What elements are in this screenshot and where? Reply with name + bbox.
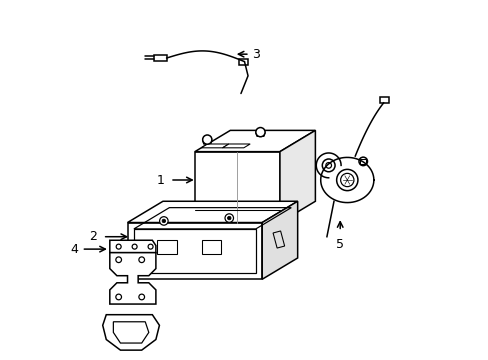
Polygon shape	[127, 201, 297, 222]
Polygon shape	[262, 201, 297, 279]
Polygon shape	[102, 315, 159, 350]
Bar	[272, 231, 284, 248]
Polygon shape	[202, 137, 211, 144]
Bar	[201, 239, 221, 254]
Polygon shape	[255, 129, 264, 136]
Polygon shape	[110, 253, 156, 304]
Text: 2: 2	[89, 230, 97, 243]
Circle shape	[325, 163, 331, 168]
Text: 4: 4	[70, 243, 78, 256]
Polygon shape	[195, 130, 315, 152]
Text: 3: 3	[252, 48, 260, 61]
Circle shape	[116, 294, 121, 300]
Polygon shape	[110, 240, 156, 253]
Circle shape	[340, 174, 353, 186]
Bar	[239, 59, 247, 65]
Circle shape	[148, 244, 153, 249]
Circle shape	[162, 219, 165, 223]
Circle shape	[224, 214, 233, 222]
Circle shape	[159, 217, 168, 225]
Circle shape	[255, 127, 264, 137]
Circle shape	[336, 169, 357, 191]
Polygon shape	[222, 144, 250, 148]
Circle shape	[139, 294, 144, 300]
Circle shape	[227, 216, 230, 220]
Bar	[379, 96, 388, 103]
Text: 5: 5	[336, 238, 344, 252]
Circle shape	[139, 257, 144, 262]
Bar	[154, 55, 166, 61]
Circle shape	[358, 157, 367, 166]
Circle shape	[116, 257, 121, 262]
Text: 1: 1	[157, 174, 164, 186]
Bar	[360, 158, 366, 164]
Bar	[157, 239, 176, 254]
Polygon shape	[279, 130, 315, 222]
Polygon shape	[195, 152, 279, 222]
Polygon shape	[127, 222, 262, 279]
Polygon shape	[201, 144, 228, 148]
Circle shape	[132, 244, 137, 249]
Circle shape	[202, 135, 211, 144]
Circle shape	[322, 159, 334, 172]
Circle shape	[116, 244, 121, 249]
